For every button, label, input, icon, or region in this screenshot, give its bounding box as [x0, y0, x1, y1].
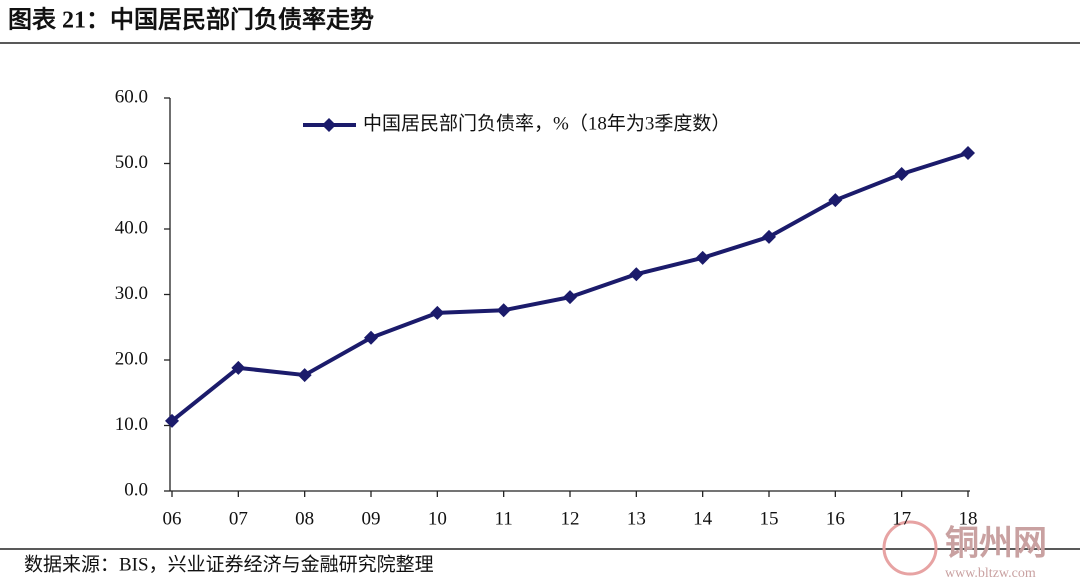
x-tick-label: 09 [362, 508, 381, 529]
x-tick-label: 16 [826, 508, 845, 529]
watermark-name: 铜州网 [945, 524, 1047, 564]
y-tick-label: 40.0 [115, 217, 148, 238]
point-marker [231, 360, 246, 375]
point-marker [364, 330, 378, 345]
y-tick-label: 30.0 [115, 283, 148, 304]
y-tick-label: 60.0 [115, 86, 148, 107]
point-marker [563, 290, 577, 305]
y-tick-label: 50.0 [115, 152, 148, 173]
x-tick-label: 14 [693, 508, 713, 529]
point-marker [165, 413, 179, 428]
series-line [170, 151, 969, 423]
y-tick-label: 20.0 [115, 348, 148, 369]
point-marker [496, 303, 511, 318]
point-marker [430, 305, 445, 320]
point-marker [961, 146, 975, 161]
point-marker [297, 368, 312, 383]
x-tick-label: 07 [229, 508, 248, 529]
chart-title: 图表 21：中国居民部门负债率走势 [8, 6, 374, 34]
x-tick-label: 12 [561, 508, 580, 529]
point-marker [762, 229, 776, 244]
x-tick-label: 15 [760, 508, 779, 529]
x-tick-label: 17 [892, 508, 911, 529]
watermark: 铜州网 www.bltzw.com [882, 520, 1047, 581]
source-note: 数据来源：BIS，兴业证券经济与金融研究院整理 [24, 553, 434, 575]
legend-label: 中国居民部门负债率，%（18年为3季度数） [363, 112, 730, 134]
point-marker [894, 166, 909, 181]
x-tick-label: 06 [163, 508, 182, 529]
point-marker [828, 193, 843, 208]
x-tick-label: 08 [295, 508, 314, 529]
point-marker [695, 250, 710, 265]
y-tick-label: 0.0 [124, 479, 148, 500]
y-tick-label: 10.0 [115, 414, 148, 435]
watermark-logo [882, 520, 938, 576]
point-marker [629, 267, 644, 282]
x-tick-label: 18 [959, 508, 978, 529]
legend-marker [322, 118, 336, 132]
x-tick-label: 11 [495, 508, 513, 529]
watermark-url: www.bltzw.com [945, 566, 1036, 581]
x-tick-label: 13 [627, 508, 646, 529]
x-tick-label: 10 [428, 508, 447, 529]
